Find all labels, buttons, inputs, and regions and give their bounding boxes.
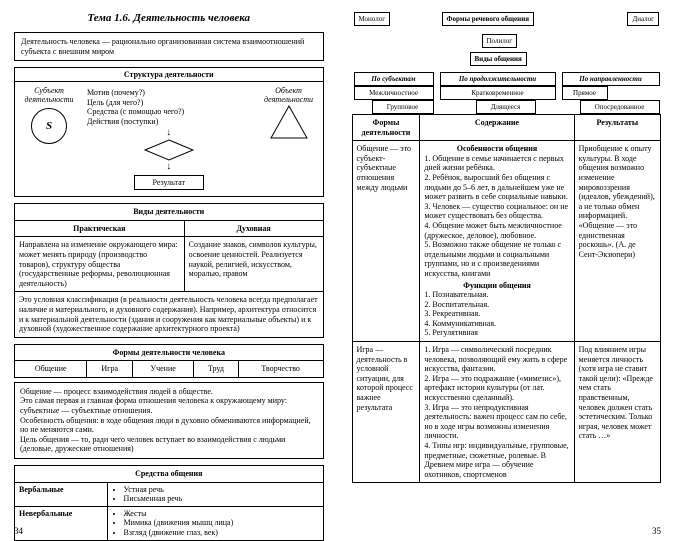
row1-results: Приобщение к опыту культуры. В ходе обще… [574,141,660,342]
conditional-note: Это условная классификация (в реальности… [15,292,324,337]
subject-label: Субъект деятельности [19,86,79,104]
communication-block: Общение — процесс взаимодействия людей в… [14,382,324,459]
actions-line: Действия (поступки) [87,117,251,127]
goal-line: Цель (для чего?) [87,98,251,108]
object-label: Объект деятельности [259,86,319,104]
row2-forms: Игра — деятельность в условной ситуации,… [352,342,420,483]
functions-text: 1. Познавательная. 2. Воспитательная. 3.… [424,290,569,338]
rhombus-icon [144,139,194,161]
types-heading: Виды деятельности [15,204,324,221]
col-forms: Формы деятельности [352,115,420,141]
topic-title: Тема 1.6. Деятельность человека [14,12,324,24]
verbal-item: Устная речь [124,485,319,495]
subject-circle-icon: S [31,108,67,144]
page-right: Монолог Формы речевого общения Диалог По… [338,0,675,540]
arrow-down-icon: ↓ [87,127,251,139]
row1-content: Особенности общения 1. Общение в семье н… [420,141,574,342]
forms-table: Формы деятельности человека Общение Игра… [14,344,324,378]
spiritual-heading: Духовная [184,220,323,237]
means-table: Средства общения Вербальные Устная речь … [14,465,324,541]
verbal-item: Письменная речь [124,494,319,504]
nonverbal-item: Жесты [124,509,319,519]
nonverbal-list: Жесты Мимика (движения мышц лица) Взгляд… [107,506,323,540]
verbal-list: Устная речь Письменная речь [107,482,323,506]
lasting-box: Длящееся [476,100,536,114]
form-play: Игра [87,361,133,378]
row1-forms: Общение — это субъект-субъектные отношен… [352,141,420,342]
mediated-box: Опосредованное [580,100,660,114]
arrow-down-icon: ↓ [87,161,251,173]
nonverbal-item: Мимика (движения мышц лица) [124,518,319,528]
content-table: Формы деятельности Содержание Результаты… [352,114,662,483]
monolog-box: Монолог [354,12,391,26]
group-box: Групповое [372,100,434,114]
functions-heading: Функции общения [424,281,569,291]
page-number: 34 [14,526,23,536]
means-line: Средства (с помощью чего?) [87,107,251,117]
form-labor: Труд [194,361,239,378]
col-results: Результаты [574,115,660,141]
features-text: 1. Общение в семье начинается с первых д… [424,154,569,279]
activity-types-table: Виды деятельности Практическая Духовная … [14,203,324,338]
practical-cell: Направлена на изменение окружающего мира… [15,237,185,292]
practical-heading: Практическая [15,220,185,237]
by-direction-box: По направленности [562,72,660,86]
form-communication: Общение [15,361,87,378]
means-heading: Средства общения [15,466,324,483]
polilog-box: Полилог [482,34,518,48]
features-heading: Особенности общения [424,144,569,154]
row2-results: Под влиянием игры меняется личность (хот… [574,342,660,483]
form-study: Учение [133,361,194,378]
middle-column: Мотив (почему?) Цель (для чего?) Средств… [83,86,255,192]
nonverbal-label: Невербальные [15,506,108,540]
verbal-label: Вербальные [15,482,108,506]
result-box: Результат [134,175,204,191]
subject-column: Субъект деятельности S [19,86,79,192]
form-creativity: Творчество [238,361,323,378]
spiritual-cell: Создание знаков, символов культуры, осво… [184,237,323,292]
row2-content: 1. Игра — символический посредник челове… [420,342,574,483]
by-subjects-box: По субъектам [354,72,434,86]
types-box: Виды общения [470,52,527,66]
by-duration-box: По продолжительности [440,72,556,86]
col-content: Содержание [420,115,574,141]
forms-heading: Формы деятельности человека [15,344,324,361]
object-column: Объект деятельности [259,86,319,192]
motive-line: Мотив (почему?) [87,88,251,98]
flow-diagram: Монолог Формы речевого общения Диалог По… [352,12,662,104]
direct-box: Прямое [562,86,608,100]
short-box: Кратковременное [440,86,556,100]
dialog-box: Диалог [627,12,659,26]
speech-forms-box: Формы речевого общения [442,12,535,26]
interpersonal-box: Межличностное [354,86,434,100]
triangle-icon [269,104,309,140]
structure-heading: Структура деятельности [14,67,324,82]
page-number: 35 [652,526,661,536]
page-left: Тема 1.6. Деятельность человека Деятельн… [0,0,338,540]
nonverbal-item: Взгляд (движение глаз, век) [124,528,319,538]
definition-box: Деятельность человека — рационально орга… [14,32,324,61]
structure-diagram: Субъект деятельности S Мотив (почему?) Ц… [14,82,324,197]
